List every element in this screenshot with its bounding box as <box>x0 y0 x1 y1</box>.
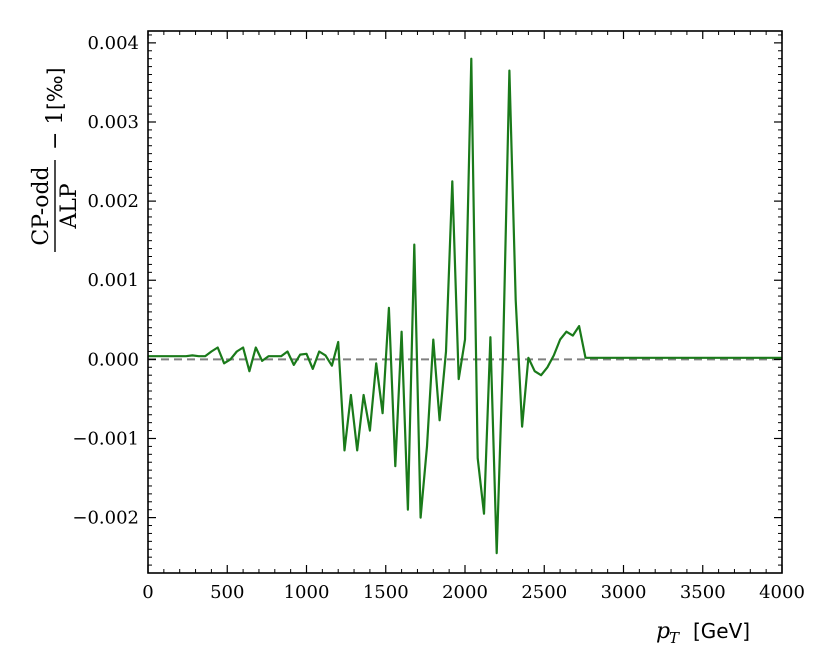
x-tick-label: 2000 <box>442 582 488 603</box>
series-line <box>148 57 782 555</box>
x-tick-label: 3000 <box>601 582 647 603</box>
y-label-unit: [‰] <box>43 68 67 110</box>
y-tick-label: 0.002 <box>87 191 139 212</box>
x-label-unit: [GeV] <box>693 619 750 643</box>
x-tick-label: 1000 <box>284 582 330 603</box>
x-tick-label: 2500 <box>521 582 567 603</box>
x-tick-label: 1500 <box>363 582 409 603</box>
x-tick-label: 4000 <box>759 582 805 603</box>
y-tick-label: 0.000 <box>87 349 139 370</box>
y-tick-label: −0.002 <box>72 508 139 529</box>
y-axis-label: CP-odd ALP − 1 [‰] <box>29 68 82 252</box>
y-tick-label: 0.004 <box>87 33 139 54</box>
x-tick-label: 3500 <box>680 582 726 603</box>
y-label-suffix: − 1 <box>43 111 68 150</box>
x-tick-label: 500 <box>210 582 244 603</box>
y-tick-label: −0.001 <box>72 428 139 449</box>
x-label-var: p <box>656 619 670 644</box>
x-ticks: 0 500 1000 1500 2000 2500 3000 3500 4000 <box>142 31 805 603</box>
y-tick-label: 0.001 <box>87 270 139 291</box>
y-label-numerator: CP-odd <box>29 166 54 245</box>
y-ticks: −0.002 −0.001 0.000 0.001 0.002 0.003 0.004 <box>72 33 782 566</box>
x-axis-label: p T [GeV] <box>656 619 750 647</box>
x-tick-label: 0 <box>142 582 153 603</box>
x-label-sub: T <box>669 629 680 647</box>
y-tick-label: 0.003 <box>87 112 139 133</box>
y-label-denominator: ALP <box>57 183 82 229</box>
plot-area: 0 500 1000 1500 2000 2500 3000 3500 4000 −0.002−… <box>72 30 805 603</box>
